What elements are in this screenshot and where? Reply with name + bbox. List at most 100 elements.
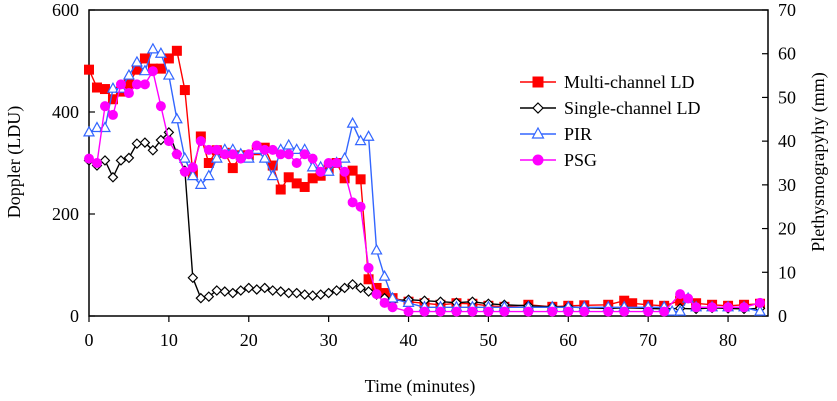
data-point <box>363 286 374 297</box>
legend-label: PSG <box>564 150 597 170</box>
data-point <box>195 136 206 147</box>
data-point <box>451 306 462 317</box>
data-point <box>123 152 135 164</box>
data-point <box>210 151 223 163</box>
data-point <box>186 169 199 181</box>
data-point <box>187 162 198 173</box>
data-point <box>211 285 223 296</box>
x-tick-label: 10 <box>160 330 178 350</box>
data-point <box>235 153 246 164</box>
data-point <box>523 306 534 317</box>
data-point <box>499 306 510 317</box>
y-tick-label: 600 <box>52 0 79 20</box>
data-point <box>370 243 383 255</box>
data-point <box>179 85 190 96</box>
data-point <box>355 174 366 185</box>
data-point <box>171 45 182 56</box>
data-point <box>307 290 319 301</box>
data-point <box>674 304 687 316</box>
data-point <box>666 304 679 316</box>
data-point <box>115 79 126 90</box>
data-point <box>131 138 143 149</box>
data-point <box>299 149 310 160</box>
x-axis-ticks: 0 10 20 30 40 50 60 70 80 <box>85 316 737 350</box>
legend-label: Multi-channel LD <box>564 72 694 92</box>
data-point <box>163 136 174 147</box>
data-point <box>203 291 215 302</box>
data-point <box>162 68 175 80</box>
data-point <box>139 79 150 90</box>
data-point <box>331 285 342 296</box>
data-point <box>755 297 766 308</box>
y2-tick-label: 20 <box>778 219 796 239</box>
data-point <box>619 306 630 317</box>
legend-label: Single-channel LD <box>564 98 700 118</box>
y-tick-label: 200 <box>52 204 79 224</box>
y-tick-label: 0 <box>70 306 79 326</box>
data-point <box>707 302 718 313</box>
x-tick-label: 40 <box>400 330 418 350</box>
data-point <box>739 302 750 313</box>
legend-label: PIR <box>564 124 592 144</box>
data-point <box>339 282 350 294</box>
data-point <box>130 55 143 67</box>
data-point <box>603 306 614 317</box>
series-pir <box>82 42 767 316</box>
data-point <box>211 144 222 155</box>
data-point <box>227 287 239 299</box>
data-point <box>299 289 311 300</box>
y2-tick-label: 40 <box>778 131 796 151</box>
data-point <box>258 151 271 163</box>
data-point <box>579 306 590 317</box>
data-point <box>291 158 302 168</box>
data-point <box>363 262 374 273</box>
data-point <box>178 151 191 163</box>
data-point <box>123 88 134 99</box>
data-point <box>235 285 247 296</box>
y2-tick-label: 70 <box>778 0 796 20</box>
data-point <box>379 297 390 308</box>
data-point <box>115 155 127 166</box>
y2-tick-label: 0 <box>778 306 787 326</box>
data-point <box>171 149 182 160</box>
legend-marker <box>531 126 545 139</box>
legend-item: Multi-channel LD <box>520 72 694 92</box>
data-point <box>219 286 231 297</box>
data-point <box>643 306 654 317</box>
legend-marker <box>532 102 544 114</box>
data-point <box>90 121 104 133</box>
data-point <box>282 138 295 150</box>
data-point <box>723 302 734 313</box>
data-point <box>107 109 118 120</box>
x-tick-label: 80 <box>719 330 737 350</box>
data-point <box>691 302 702 313</box>
data-point <box>275 286 287 297</box>
data-point <box>563 306 574 317</box>
data-point <box>251 140 262 151</box>
data-point <box>147 66 158 77</box>
data-point <box>299 181 310 192</box>
data-point <box>331 158 342 168</box>
legend-item: Single-channel LD <box>520 98 700 118</box>
data-point <box>378 269 391 281</box>
data-point <box>290 143 303 154</box>
data-point <box>84 153 94 164</box>
data-point <box>683 293 694 304</box>
y-tick-label: 400 <box>52 102 79 122</box>
data-point <box>227 149 238 160</box>
data-point <box>435 306 446 317</box>
data-point <box>194 178 207 189</box>
data-point <box>347 197 358 208</box>
data-point <box>283 172 294 183</box>
data-point <box>291 287 303 299</box>
x-tick-label: 60 <box>559 330 577 350</box>
data-point <box>267 144 278 155</box>
left-axis-ticks: 0 200 400 600 <box>52 0 95 326</box>
x-tick-label: 70 <box>639 330 657 350</box>
legend-marker <box>532 76 544 88</box>
data-point <box>99 101 110 112</box>
data-point <box>266 169 279 181</box>
data-point <box>203 158 214 168</box>
data-point <box>99 155 111 166</box>
